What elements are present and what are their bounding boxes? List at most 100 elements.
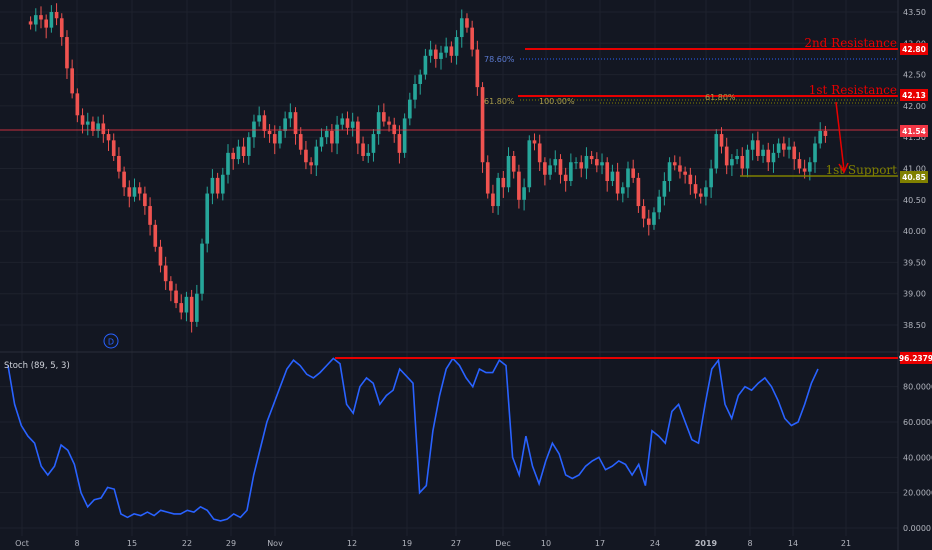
candle[interactable] (584, 147, 589, 180)
candle[interactable] (496, 172, 500, 215)
candle[interactable] (527, 135, 532, 193)
candle[interactable] (111, 133, 116, 161)
candle[interactable] (283, 111, 287, 138)
candle[interactable] (257, 106, 261, 127)
candle[interactable] (657, 189, 661, 220)
candle[interactable] (59, 13, 64, 46)
candle[interactable] (418, 69, 423, 95)
candle[interactable] (766, 142, 771, 172)
candle[interactable] (288, 103, 293, 128)
candle[interactable] (319, 128, 324, 152)
candle[interactable] (543, 157, 547, 186)
candle[interactable] (475, 40, 480, 96)
candle[interactable] (688, 167, 693, 195)
candle[interactable] (350, 112, 355, 137)
candle[interactable] (636, 172, 641, 213)
candle[interactable] (220, 167, 225, 201)
candle[interactable] (522, 178, 526, 211)
candle[interactable] (579, 155, 584, 178)
candle[interactable] (433, 44, 438, 68)
candle[interactable] (44, 14, 48, 39)
stoch-line[interactable] (7, 357, 819, 522)
candle[interactable] (511, 150, 516, 179)
candle[interactable] (563, 167, 568, 192)
candle[interactable] (667, 157, 672, 192)
stoch-title[interactable]: Stoch (89, 5, 3) (4, 361, 70, 371)
candle[interactable] (714, 129, 719, 174)
candle[interactable] (797, 152, 802, 174)
candle[interactable] (709, 159, 713, 198)
candle[interactable] (652, 207, 656, 230)
candle[interactable] (439, 45, 443, 70)
candle[interactable] (771, 144, 776, 173)
candle[interactable] (615, 162, 620, 201)
candle[interactable] (589, 150, 594, 165)
candle[interactable] (210, 169, 215, 205)
candle[interactable] (750, 133, 755, 161)
candle[interactable] (200, 238, 204, 301)
candle[interactable] (813, 136, 817, 173)
candle[interactable] (626, 161, 630, 198)
candle[interactable] (387, 116, 391, 132)
candle[interactable] (683, 166, 687, 184)
candle[interactable] (340, 113, 345, 130)
candle[interactable] (574, 157, 578, 170)
candle[interactable] (65, 30, 69, 79)
candle[interactable] (428, 40, 433, 63)
candle[interactable] (704, 180, 708, 206)
candle[interactable] (267, 124, 272, 143)
candle[interactable] (631, 159, 636, 183)
candle[interactable] (252, 114, 256, 148)
candle[interactable] (127, 180, 132, 208)
candle[interactable] (122, 166, 126, 197)
candle[interactable] (730, 154, 734, 177)
candle[interactable] (719, 127, 724, 154)
candle[interactable] (236, 139, 241, 165)
candle[interactable] (605, 157, 610, 192)
candle[interactable] (169, 276, 173, 302)
candle[interactable] (553, 150, 558, 173)
candle[interactable] (480, 82, 485, 173)
candle[interactable] (501, 171, 506, 198)
candle[interactable] (205, 186, 210, 253)
candle[interactable] (49, 5, 54, 33)
candle[interactable] (485, 155, 490, 199)
candle[interactable] (782, 136, 786, 157)
candle[interactable] (569, 153, 573, 187)
candle[interactable] (96, 116, 100, 138)
candle[interactable] (459, 9, 464, 48)
candle[interactable] (449, 41, 454, 63)
candle[interactable] (641, 199, 646, 228)
candle[interactable] (75, 88, 80, 123)
candle[interactable] (444, 37, 448, 58)
candle[interactable] (646, 209, 651, 236)
candle[interactable] (148, 197, 152, 236)
candle[interactable] (491, 184, 495, 213)
candle[interactable] (189, 289, 194, 333)
candle[interactable] (595, 152, 599, 173)
candle[interactable] (662, 172, 667, 206)
candle[interactable] (761, 144, 765, 163)
candle[interactable] (600, 153, 604, 175)
candle[interactable] (33, 8, 38, 32)
candle[interactable] (672, 155, 677, 171)
candle[interactable] (532, 133, 537, 151)
candle[interactable] (163, 256, 168, 290)
candle[interactable] (345, 111, 350, 135)
candle[interactable] (298, 127, 303, 155)
candle[interactable] (382, 103, 386, 127)
candle[interactable] (335, 115, 339, 155)
candle[interactable] (693, 175, 698, 199)
candle[interactable] (506, 147, 511, 193)
candle[interactable] (724, 137, 729, 175)
candle[interactable] (330, 124, 334, 153)
candle[interactable] (756, 131, 760, 161)
candle[interactable] (309, 157, 313, 175)
candle[interactable] (106, 129, 111, 151)
candle[interactable] (787, 137, 791, 159)
candle[interactable] (241, 137, 246, 163)
candle[interactable] (356, 116, 360, 155)
candle[interactable] (143, 186, 147, 215)
candle[interactable] (371, 129, 376, 162)
